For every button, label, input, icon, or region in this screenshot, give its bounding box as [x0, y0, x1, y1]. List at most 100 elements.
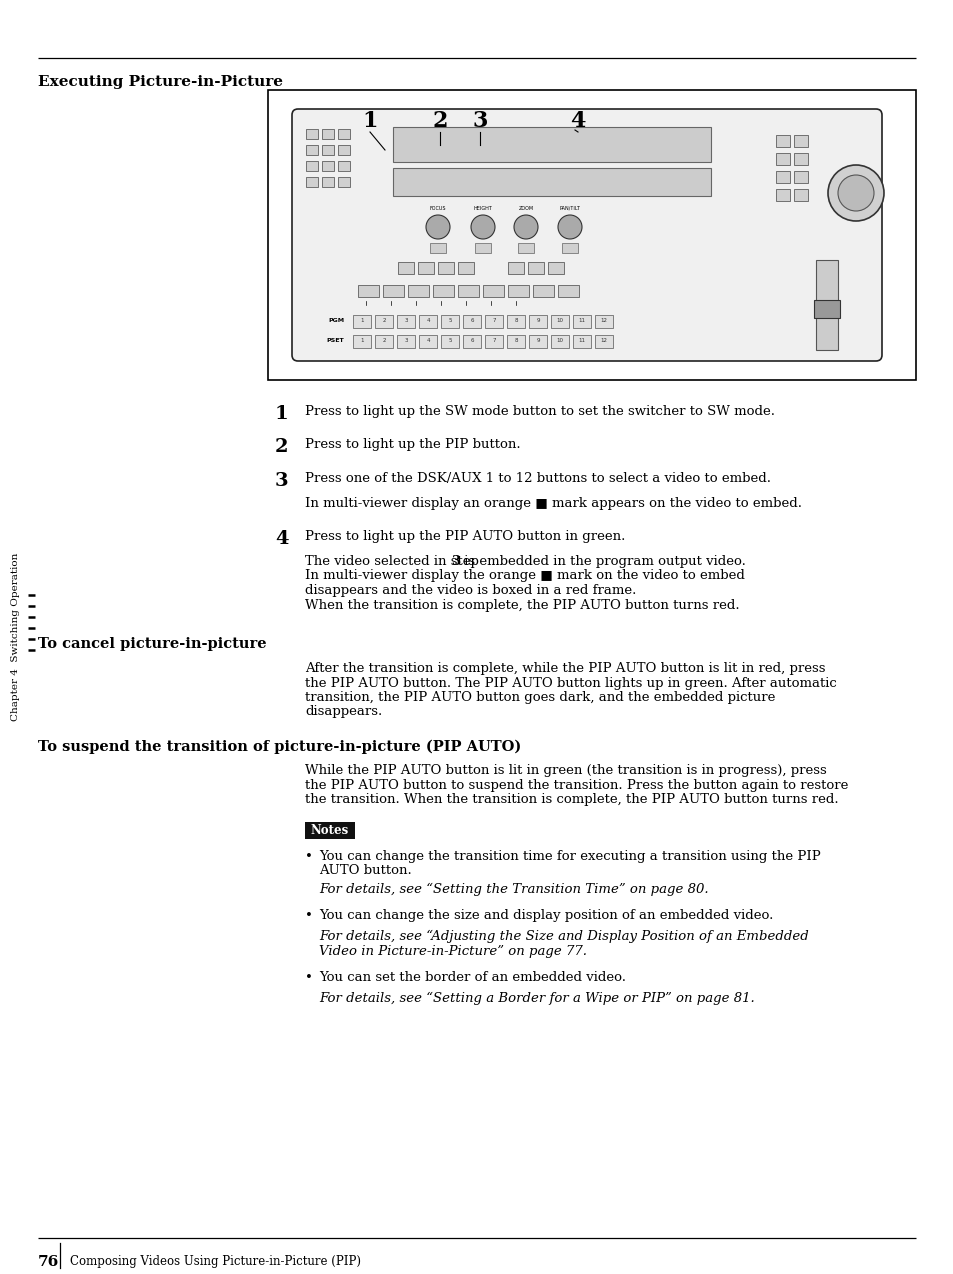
Text: 3: 3 [404, 317, 407, 322]
Text: 6: 6 [470, 317, 474, 322]
Text: 7: 7 [492, 338, 496, 343]
Text: HEIGHT: HEIGHT [473, 206, 492, 211]
Bar [357, 285, 378, 297]
Bar [533, 285, 554, 297]
Bar [337, 177, 350, 187]
Bar [561, 243, 578, 254]
Bar [595, 315, 613, 327]
Text: PSET: PSET [326, 338, 343, 343]
Text: 9: 9 [536, 317, 539, 322]
Bar [337, 145, 350, 155]
Text: 11: 11 [578, 338, 585, 343]
Bar [322, 161, 334, 171]
Text: 4: 4 [570, 110, 585, 132]
Bar [793, 189, 807, 201]
Text: 3: 3 [404, 338, 407, 343]
Text: 6: 6 [470, 338, 474, 343]
Bar [484, 315, 502, 327]
Bar [322, 129, 334, 139]
Text: PAN/TILT: PAN/TILT [558, 206, 579, 211]
Bar [306, 161, 317, 171]
Bar [375, 335, 393, 348]
Text: is embedded in the program output video.: is embedded in the program output video. [459, 555, 745, 568]
Text: 2: 2 [382, 338, 385, 343]
Bar [418, 315, 436, 327]
Bar [775, 189, 789, 201]
Bar [506, 335, 524, 348]
Text: disappears.: disappears. [305, 706, 382, 719]
Bar [353, 335, 371, 348]
Circle shape [426, 215, 450, 240]
Text: 5: 5 [448, 338, 452, 343]
Text: You can change the size and display position of an embedded video.: You can change the size and display posi… [318, 910, 773, 922]
Bar [775, 153, 789, 166]
Text: transition, the PIP AUTO button goes dark, and the embedded picture: transition, the PIP AUTO button goes dar… [305, 691, 775, 705]
Text: 1: 1 [362, 110, 377, 132]
Text: 2: 2 [432, 110, 447, 132]
Text: Press to light up the PIP AUTO button in green.: Press to light up the PIP AUTO button in… [305, 530, 625, 543]
Text: 12: 12 [599, 338, 607, 343]
Text: 1: 1 [360, 317, 363, 322]
Bar [529, 315, 546, 327]
Circle shape [471, 215, 495, 240]
Text: In multi-viewer display the orange ■ mark on the video to embed: In multi-viewer display the orange ■ mar… [305, 569, 744, 582]
Bar [417, 262, 434, 274]
Text: the PIP AUTO button to suspend the transition. Press the button again to restore: the PIP AUTO button to suspend the trans… [305, 778, 847, 791]
Bar [507, 262, 523, 274]
Text: Press to light up the PIP button.: Press to light up the PIP button. [305, 438, 520, 451]
Text: 4: 4 [426, 338, 429, 343]
Bar [506, 315, 524, 327]
Text: Composing Videos Using Picture-in-Picture (PIP): Composing Videos Using Picture-in-Pictur… [70, 1255, 360, 1268]
Bar [595, 335, 613, 348]
Bar [306, 129, 317, 139]
Text: In multi-viewer display an orange ■ mark appears on the video to embed.: In multi-viewer display an orange ■ mark… [305, 497, 801, 510]
Bar [382, 285, 403, 297]
Bar [397, 262, 414, 274]
Text: •: • [305, 971, 313, 984]
Bar [305, 822, 355, 840]
Bar [457, 285, 478, 297]
Text: ZOOM: ZOOM [517, 206, 533, 211]
Text: You can change the transition time for executing a transition using the PIP: You can change the transition time for e… [318, 850, 820, 862]
Bar [793, 153, 807, 166]
Text: AUTO button.: AUTO button. [318, 865, 412, 878]
Text: When the transition is complete, the PIP AUTO button turns red.: When the transition is complete, the PIP… [305, 599, 739, 612]
Bar [793, 135, 807, 147]
Text: To suspend the transition of picture-in-picture (PIP AUTO): To suspend the transition of picture-in-… [38, 740, 520, 754]
Bar [793, 171, 807, 183]
Circle shape [827, 166, 883, 220]
Text: the PIP AUTO button. The PIP AUTO button lights up in green. After automatic: the PIP AUTO button. The PIP AUTO button… [305, 676, 836, 689]
Bar [573, 315, 590, 327]
Text: Executing Picture-in-Picture: Executing Picture-in-Picture [38, 75, 283, 89]
Text: 8: 8 [514, 317, 517, 322]
Bar [268, 90, 915, 380]
Text: 12: 12 [599, 317, 607, 322]
Text: the transition. When the transition is complete, the PIP AUTO button turns red.: the transition. When the transition is c… [305, 792, 838, 806]
Text: After the transition is complete, while the PIP AUTO button is lit in red, press: After the transition is complete, while … [305, 662, 824, 675]
Text: 3: 3 [451, 555, 459, 568]
Bar [306, 177, 317, 187]
Text: The video selected in step: The video selected in step [305, 555, 482, 568]
Text: 11: 11 [578, 317, 585, 322]
Text: 3: 3 [274, 471, 289, 490]
Bar [433, 285, 454, 297]
Bar [573, 335, 590, 348]
Bar [440, 315, 458, 327]
Circle shape [558, 215, 581, 240]
Text: 10: 10 [556, 317, 563, 322]
Text: disappears and the video is boxed in a red frame.: disappears and the video is boxed in a r… [305, 583, 636, 598]
Bar [558, 285, 578, 297]
Bar [337, 161, 350, 171]
Bar [527, 262, 543, 274]
Bar [322, 145, 334, 155]
Text: FOCUS: FOCUS [429, 206, 446, 211]
Text: Chapter 4  Switching Operation: Chapter 4 Switching Operation [11, 553, 20, 721]
Text: 9: 9 [536, 338, 539, 343]
Text: 4: 4 [426, 317, 429, 322]
Circle shape [837, 175, 873, 211]
Text: 2: 2 [274, 438, 288, 456]
Bar [322, 177, 334, 187]
Bar [815, 260, 837, 350]
Text: •: • [305, 850, 313, 862]
Text: 10: 10 [556, 338, 563, 343]
